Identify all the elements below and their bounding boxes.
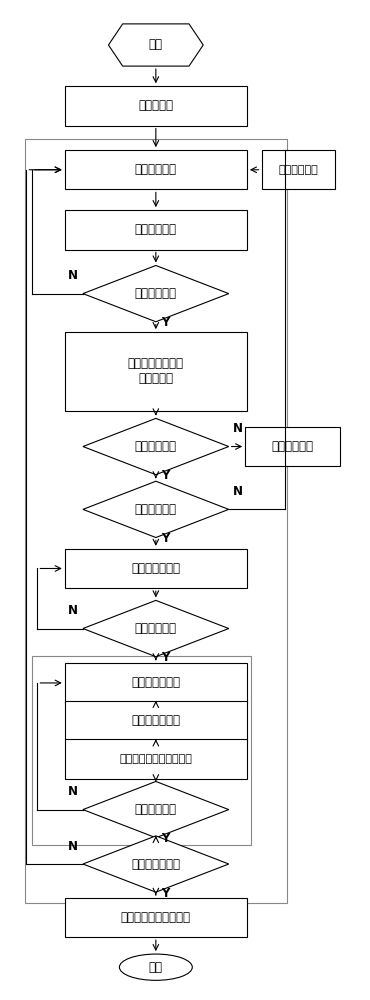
Text: Y: Y <box>161 469 170 482</box>
Polygon shape <box>83 418 229 475</box>
Text: 各轴使能、开抱闸
平台回零位: 各轴使能、开抱闸 平台回零位 <box>128 357 184 385</box>
FancyBboxPatch shape <box>65 701 247 740</box>
FancyBboxPatch shape <box>65 663 247 703</box>
Text: Y: Y <box>161 887 170 900</box>
Text: N: N <box>67 604 77 617</box>
Polygon shape <box>108 24 203 66</box>
Polygon shape <box>83 265 229 322</box>
Polygon shape <box>262 150 335 189</box>
Text: 是否结束程序？: 是否结束程序？ <box>131 858 180 871</box>
FancyBboxPatch shape <box>65 150 247 189</box>
Text: 运动准备否？: 运动准备否？ <box>135 287 177 300</box>
Ellipse shape <box>120 954 192 980</box>
FancyBboxPatch shape <box>65 739 247 779</box>
Text: N: N <box>232 422 242 435</box>
Text: Y: Y <box>161 532 170 545</box>
Polygon shape <box>83 836 229 892</box>
Text: 规划完成否？: 规划完成否？ <box>135 622 177 635</box>
Text: 运动命令否？: 运动命令否？ <box>135 503 177 516</box>
Text: 结束: 结束 <box>149 961 163 974</box>
FancyBboxPatch shape <box>245 427 340 466</box>
Polygon shape <box>83 600 229 657</box>
Text: 实时插补子程序: 实时插补子程序 <box>131 676 180 689</box>
Text: Y: Y <box>161 316 170 329</box>
FancyBboxPatch shape <box>65 549 247 588</box>
Text: 读取输入命令: 读取输入命令 <box>135 163 177 176</box>
FancyBboxPatch shape <box>65 210 247 250</box>
Text: 各轴取消使能、合抱闸: 各轴取消使能、合抱闸 <box>121 911 191 924</box>
Text: 运动学反解算法: 运动学反解算法 <box>131 714 180 727</box>
Text: 开始: 开始 <box>149 38 163 51</box>
Text: 轨迹规划子程序: 轨迹规划子程序 <box>131 562 180 575</box>
Text: 系统初始化: 系统初始化 <box>138 99 173 112</box>
Text: N: N <box>67 785 77 798</box>
Text: N: N <box>67 269 77 282</box>
Text: 界面命令输入: 界面命令输入 <box>279 165 318 175</box>
Text: Y: Y <box>161 651 170 664</box>
Text: 各轴实时运动控制子程序: 各轴实时运动控制子程序 <box>120 754 192 764</box>
Text: 插补结束否？: 插补结束否？ <box>135 803 177 816</box>
FancyBboxPatch shape <box>65 898 247 937</box>
Text: N: N <box>67 840 77 853</box>
Polygon shape <box>83 481 229 538</box>
Polygon shape <box>83 781 229 838</box>
Text: 输出系统报错: 输出系统报错 <box>272 440 313 453</box>
Text: N: N <box>232 485 242 498</box>
FancyBboxPatch shape <box>65 86 247 126</box>
FancyBboxPatch shape <box>65 332 247 411</box>
Text: Y: Y <box>161 832 170 845</box>
Text: 输入命令解释: 输入命令解释 <box>135 223 177 236</box>
Text: 准备成功否？: 准备成功否？ <box>135 440 177 453</box>
